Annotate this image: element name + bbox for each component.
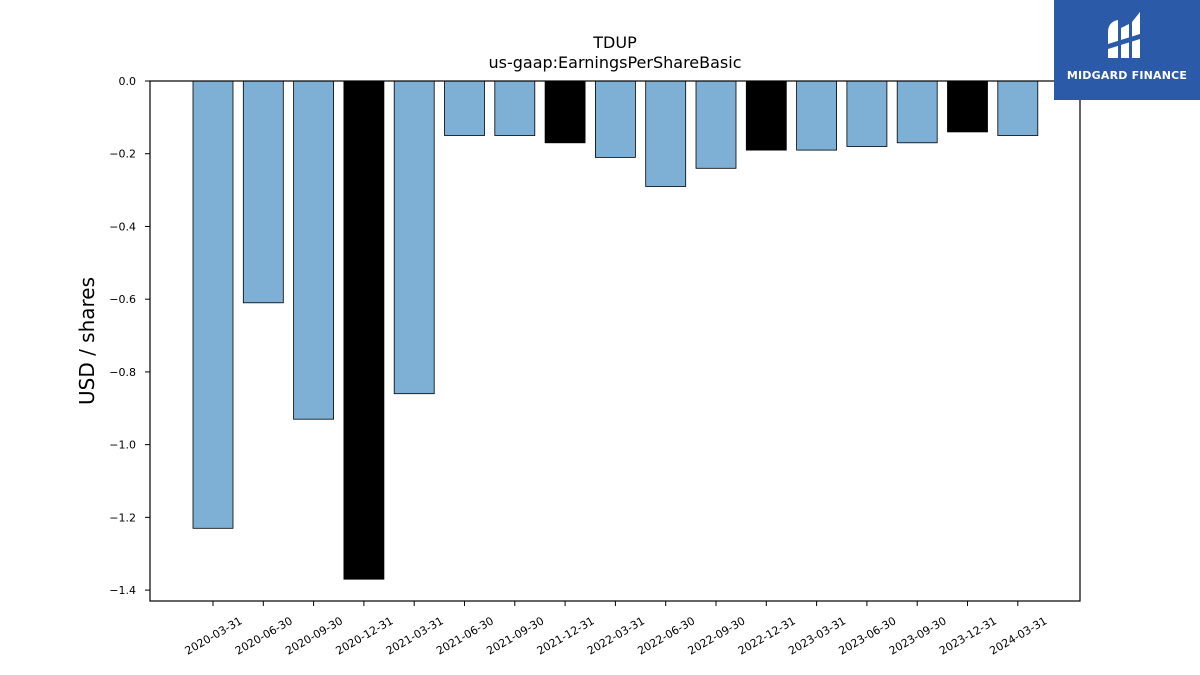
bar-2020-06-30 — [242, 80, 284, 304]
y-tick-label: −0.6 — [109, 293, 136, 306]
y-tick-label: 0.0 — [119, 75, 137, 88]
y-axis-label: USD / shares — [75, 277, 99, 405]
bar-2020-09-30 — [293, 80, 335, 420]
bar-2022-09-30 — [695, 80, 737, 169]
bar-2022-06-30 — [645, 80, 687, 187]
midgard-logo-icon — [1108, 12, 1140, 58]
y-tick-label: −1.4 — [109, 584, 136, 597]
bar-2023-06-30 — [846, 80, 888, 147]
y-axis: 0.0 −0.2 −0.4 −0.6 −0.8 −1.0 −1.2 −1.4 — [109, 75, 150, 597]
y-tick-label: −0.2 — [109, 148, 136, 161]
bar-2022-12-31 — [745, 80, 787, 151]
bar-2023-12-31 — [947, 80, 988, 133]
y-tick-label: −1.2 — [109, 511, 136, 524]
bars-group — [192, 80, 1039, 580]
bar-2021-03-31 — [393, 80, 435, 395]
bar-2023-03-31 — [796, 80, 837, 151]
logo-text: MIDGARD FINANCE — [1066, 69, 1188, 82]
chart-subtitle: us-gaap:EarningsPerShareBasic — [488, 53, 741, 72]
bar-2023-09-30 — [896, 80, 938, 144]
y-tick-label: −1.0 — [109, 439, 136, 452]
bar-2020-12-31 — [343, 80, 385, 580]
midgard-finance-logo: MIDGARD FINANCE — [1054, 0, 1200, 100]
y-tick-label: −0.4 — [109, 220, 136, 233]
bar-2021-12-31 — [544, 80, 586, 144]
bar-2020-03-31 — [192, 80, 234, 529]
y-tick-label: −0.8 — [109, 366, 136, 379]
bar-2022-03-31 — [595, 80, 636, 158]
x-axis: 2020-03-312020-06-302020-09-302020-12-31… — [183, 601, 1049, 658]
bar-2021-06-30 — [444, 80, 485, 136]
x-tick-label: 2024-03-31 — [987, 614, 1049, 657]
bar-2021-09-30 — [494, 80, 536, 136]
plot-frame — [149, 80, 1081, 602]
chart-title: TDUP — [592, 33, 637, 52]
bar-2024-03-31 — [997, 80, 1039, 136]
